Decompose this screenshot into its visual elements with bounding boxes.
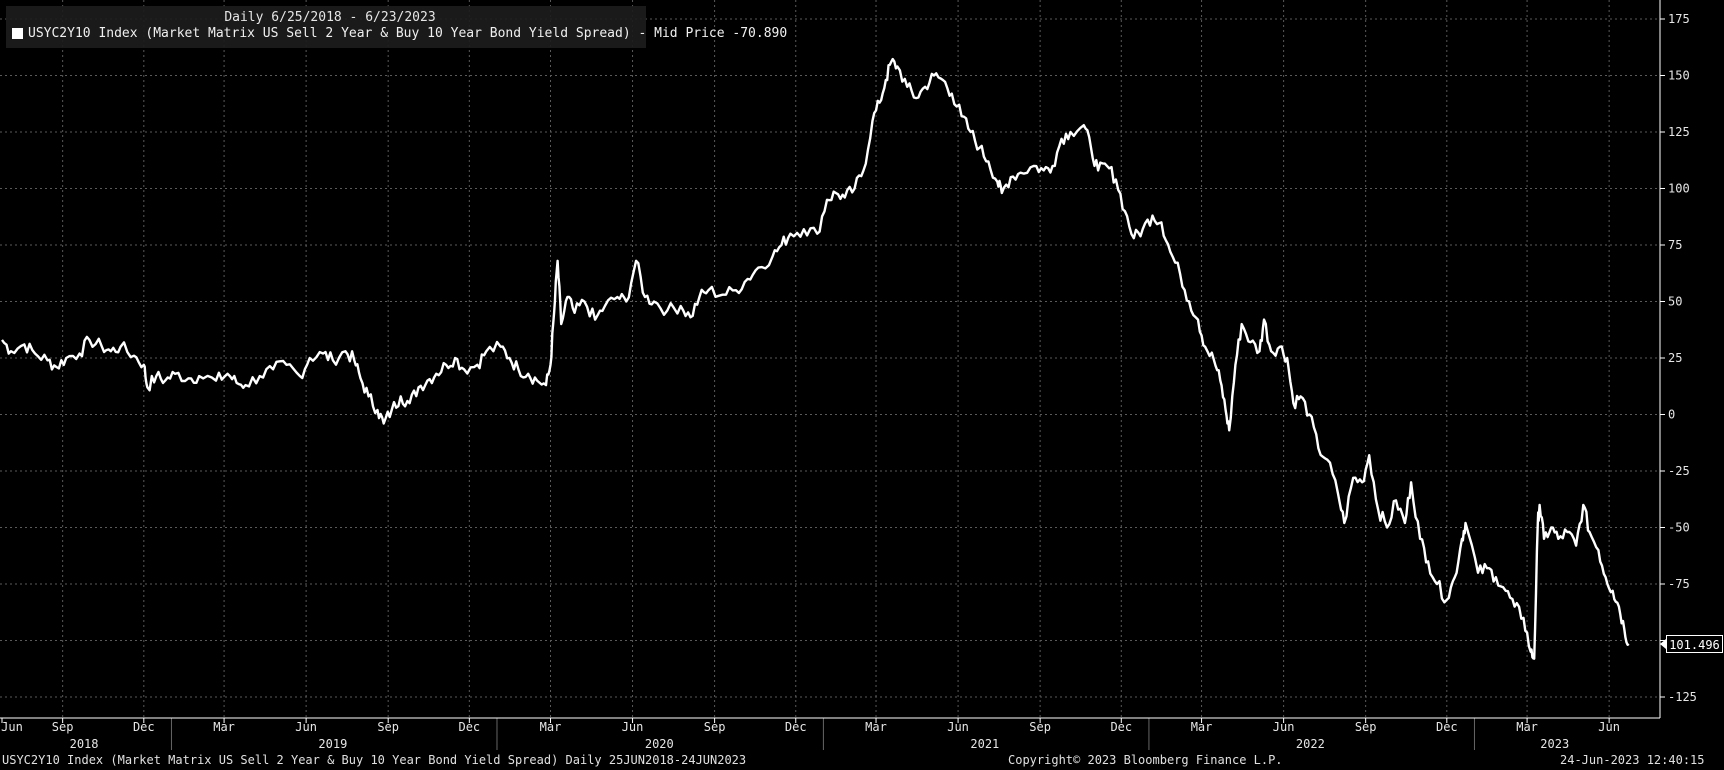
y-tick-label: 125 [1668, 125, 1690, 139]
y-tick-label: 175 [1668, 12, 1690, 26]
x-year-label: 2021 [970, 737, 999, 751]
footer-copyright: Copyright© 2023 Bloomberg Finance L.P. [1008, 753, 1283, 767]
y-tick-label: 25 [1668, 351, 1682, 365]
x-tick-label: Sep [52, 720, 74, 734]
x-tick-label: Mar [1516, 720, 1538, 734]
x-tick-label: Jun [295, 720, 317, 734]
grid-lines [0, 0, 1660, 718]
x-tick-label: Sep [1029, 720, 1051, 734]
y-tick-label: 75 [1668, 238, 1682, 252]
y-tick-label: 50 [1668, 295, 1682, 309]
x-tick-label: Dec [1436, 720, 1458, 734]
x-tick-label: Sep [704, 720, 726, 734]
x-year-label: 2018 [70, 737, 99, 751]
x-tick-label: Dec [458, 720, 480, 734]
legend-label: USYC2Y10 Index (Market Matrix US Sell 2 … [28, 26, 788, 41]
axes: 175 150 125 100 75 50 25 0 -25 -50 -75 -125 Jun Sep De… [0, 0, 1697, 751]
series-line [1, 57, 1630, 660]
footer-security-description: USYC2Y10 Index (Market Matrix US Sell 2 … [2, 753, 747, 767]
y-tick-label: 100 [1668, 182, 1690, 196]
y-tick-label: -50 [1668, 521, 1690, 535]
x-tick-label: Mar [865, 720, 887, 734]
footer-timestamp: 24-Jun-2023 12:40:15 [1560, 753, 1705, 767]
legend-box [6, 6, 646, 48]
legend-entry[interactable]: USYC2Y10 Index (Market Matrix US Sell 2 … [12, 26, 787, 41]
series-layer [1, 57, 1630, 660]
x-tick-label: Mar [1191, 720, 1213, 734]
x-tick-label: Jun [1273, 720, 1295, 734]
x-tick-label: Dec [785, 720, 807, 734]
x-tick-label: Jun [1, 720, 23, 734]
x-year-label: 2019 [318, 737, 347, 751]
last-value-tag: 101.496 [1660, 635, 1723, 653]
x-year-label: 2022 [1296, 737, 1325, 751]
x-tick-label: Sep [377, 720, 399, 734]
x-tick-label: Dec [1110, 720, 1132, 734]
y-tick-label: 0 [1668, 408, 1675, 422]
x-tick-label: Mar [540, 720, 562, 734]
x-tick-label: Jun [1598, 720, 1620, 734]
y-tick-label: -125 [1668, 690, 1697, 704]
x-tick-label: Sep [1355, 720, 1377, 734]
y-tick-label: -25 [1668, 464, 1690, 478]
y-tick-label: 150 [1668, 69, 1690, 83]
x-tick-label: Dec [133, 720, 155, 734]
x-tick-label: Jun [622, 720, 644, 734]
y-tick-label: -75 [1668, 577, 1690, 591]
legend-swatch [12, 28, 23, 39]
x-tick-label: Mar [213, 720, 235, 734]
chart-date-range: Daily 6/25/2018 - 6/23/2023 [224, 10, 436, 25]
x-tick-label: Jun [947, 720, 969, 734]
x-year-label: 2020 [645, 737, 674, 751]
x-year-label: 2023 [1540, 737, 1569, 751]
